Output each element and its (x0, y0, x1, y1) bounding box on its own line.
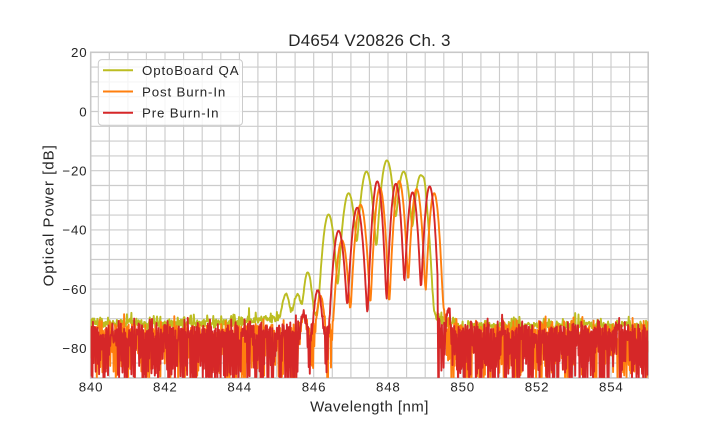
svg-text:850: 850 (450, 379, 475, 394)
svg-text:846: 846 (302, 379, 327, 394)
svg-text:D4654 V20826 Ch. 3: D4654 V20826 Ch. 3 (288, 31, 450, 50)
svg-text:−40: −40 (62, 223, 87, 238)
svg-text:0: 0 (79, 104, 87, 119)
svg-text:844: 844 (227, 379, 252, 394)
svg-text:840: 840 (79, 379, 104, 394)
svg-text:20: 20 (71, 45, 87, 60)
svg-text:842: 842 (153, 379, 178, 394)
svg-text:852: 852 (525, 379, 550, 394)
svg-text:OptoBoard QA: OptoBoard QA (142, 63, 239, 78)
svg-text:848: 848 (376, 379, 401, 394)
svg-text:−60: −60 (62, 282, 87, 297)
svg-text:−20: −20 (62, 164, 87, 179)
svg-text:Wavelength [nm]: Wavelength [nm] (310, 398, 429, 415)
svg-text:Post Burn-In: Post Burn-In (142, 84, 226, 99)
svg-text:854: 854 (599, 379, 624, 394)
svg-text:Optical Power [dB]: Optical Power [dB] (41, 144, 58, 286)
svg-text:−80: −80 (62, 341, 87, 356)
svg-text:Pre Burn-In: Pre Burn-In (142, 106, 219, 121)
